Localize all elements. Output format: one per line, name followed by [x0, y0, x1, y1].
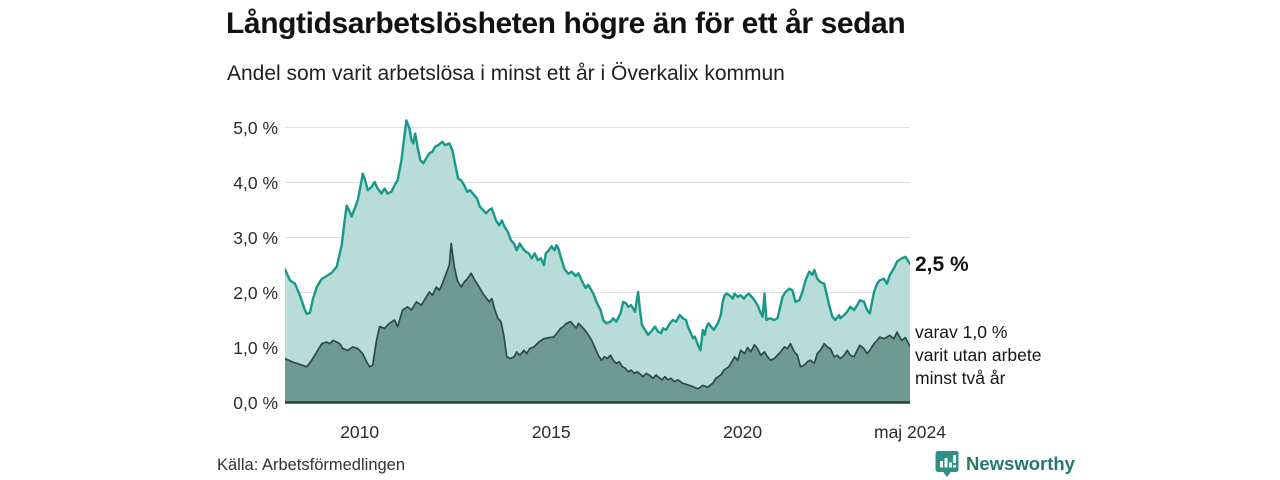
- series-area-1: [285, 243, 910, 403]
- area-chart-plot: [285, 119, 910, 404]
- y-axis-tick-label: 2,0 %: [233, 282, 278, 303]
- annotation-line: varav 1,0 %: [915, 322, 1008, 342]
- series-line-1: [285, 242, 910, 390]
- x-axis-tick-label: 2020: [723, 422, 763, 442]
- page-title: Långtidsarbetslösheten högre än för ett …: [226, 7, 906, 40]
- source-attribution: Källa: Arbetsförmedlingen: [217, 456, 406, 474]
- y-axis-tick-label: 4,0 %: [233, 172, 278, 193]
- end-value-label-total: 2,5 %: [915, 253, 969, 276]
- page-subtitle: Andel som varit arbetslösa i minst ett å…: [227, 62, 785, 85]
- newsworthy-logo[interactable]: Newsworthy: [935, 450, 1075, 478]
- annotation-line: varit utan arbete: [915, 345, 1042, 365]
- newsworthy-logo-icon: [935, 450, 959, 478]
- series-line-0: [285, 119, 910, 352]
- y-axis-tick-label: 0,0 %: [233, 392, 278, 413]
- y-axis-tick-label: 1,0 %: [233, 337, 278, 358]
- y-axis-tick-label: 5,0 %: [233, 117, 278, 138]
- end-annotation-two-year: varav 1,0 % varit utan arbete minst två …: [915, 321, 1041, 390]
- x-axis-tick-label: 2010: [340, 422, 380, 442]
- y-axis-tick-label: 3,0 %: [233, 227, 278, 248]
- newsworthy-wordmark: Newsworthy: [966, 453, 1075, 474]
- annotation-line: minst två år: [915, 368, 1006, 388]
- x-axis-tick-label: maj 2024: [874, 422, 946, 442]
- x-axis-tick-label: 2015: [531, 422, 571, 442]
